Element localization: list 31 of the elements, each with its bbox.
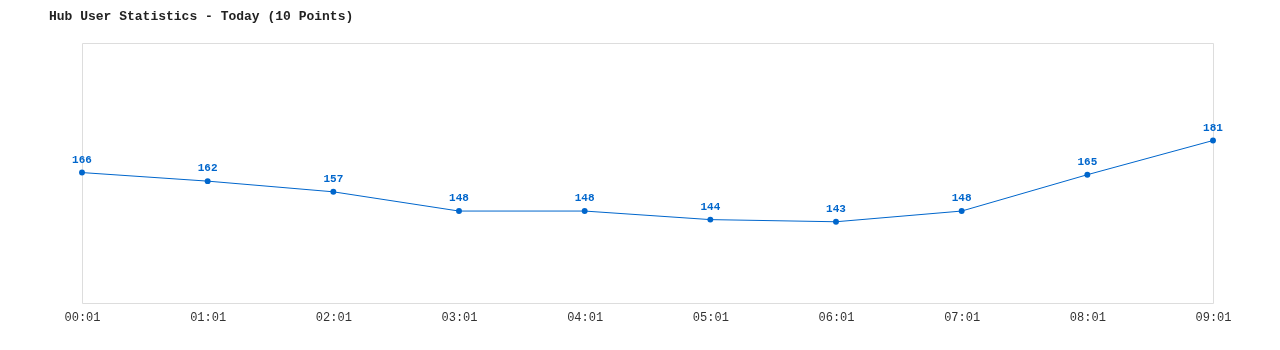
point	[581, 208, 588, 215]
point	[330, 188, 337, 195]
data-label: 148	[449, 192, 470, 205]
data-label: 181	[1203, 121, 1224, 134]
chart-title: Hub User Statistics - Today (10 Points)	[49, 9, 354, 24]
point	[1084, 171, 1091, 178]
x-tick-label: 02:01	[315, 310, 352, 325]
data-label: 144	[700, 200, 721, 213]
x-tick-label: 05:01	[692, 310, 729, 325]
point	[204, 178, 211, 185]
data-label: 157	[323, 172, 344, 185]
data-label: 165	[1077, 155, 1098, 168]
point	[833, 218, 839, 225]
x-tick-label: 09:01	[1195, 310, 1232, 325]
x-tick-label: 06:01	[818, 310, 855, 325]
x-tick-label: 01:01	[190, 310, 227, 325]
point	[79, 169, 85, 176]
point	[958, 208, 965, 215]
point	[456, 208, 462, 215]
x-tick-label: 07:01	[944, 310, 981, 325]
data-label: 143	[826, 202, 847, 215]
data-label: 148	[951, 192, 972, 205]
x-tick-label: 08:01	[1069, 310, 1106, 325]
data-label: 148	[574, 192, 595, 205]
x-tick-label: 04:01	[567, 310, 604, 325]
point	[1210, 137, 1216, 144]
x-tick-label: 03:01	[441, 310, 478, 325]
point	[707, 216, 714, 223]
x-tick-label: 00:01	[64, 310, 101, 325]
data-label: 166	[72, 153, 92, 166]
data-label: 162	[197, 162, 218, 175]
